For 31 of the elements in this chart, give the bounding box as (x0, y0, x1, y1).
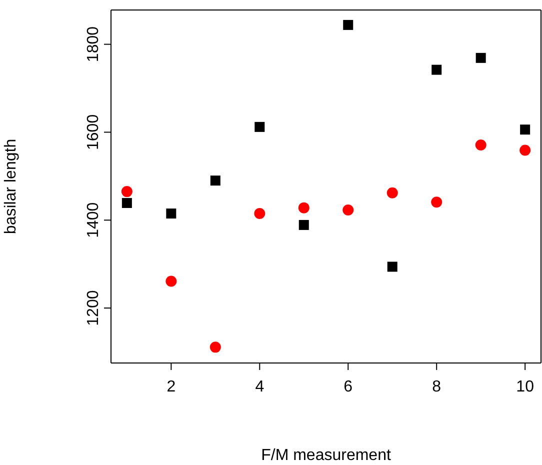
point (387, 262, 398, 272)
y-tick-label: 1800 (85, 26, 102, 62)
y-tick-label: 1200 (85, 290, 102, 326)
point (210, 176, 220, 186)
x-axis-title: F/M measurement (261, 447, 392, 464)
x-tick-label: 6 (344, 378, 353, 396)
x-tick-label: 4 (255, 378, 264, 396)
point (166, 208, 176, 219)
y-tick-label: 1600 (85, 114, 102, 150)
point (298, 202, 310, 214)
point (520, 124, 530, 135)
point (475, 139, 486, 150)
point (520, 144, 531, 156)
x-tick-label: 2 (166, 378, 176, 396)
point (343, 20, 354, 30)
point (432, 64, 442, 75)
y-axis-title: basilar length (2, 138, 20, 234)
point (121, 186, 132, 198)
x-tick-label: 8 (432, 378, 442, 396)
point (476, 52, 486, 63)
point (342, 204, 354, 216)
point (122, 198, 132, 208)
point (254, 122, 265, 132)
point (210, 342, 221, 353)
point (298, 220, 309, 230)
point (431, 196, 442, 208)
point (166, 276, 177, 287)
point (254, 208, 266, 220)
y-tick-label: 1400 (85, 202, 102, 238)
x-tick-label: 10 (516, 378, 534, 396)
point (386, 187, 398, 198)
